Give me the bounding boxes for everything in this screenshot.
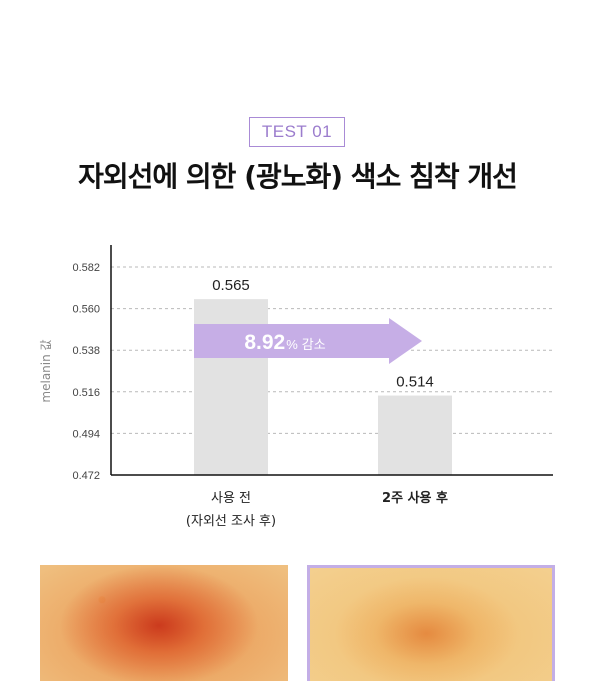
y-tick-label: 0.494: [72, 428, 100, 440]
decrease-text: 감소: [302, 338, 326, 353]
skin-before-photo: [40, 565, 288, 681]
y-tick-label: 0.538: [72, 345, 100, 357]
y-axis-label: melanin 값: [39, 339, 53, 402]
bar-value-label: 0.565: [212, 277, 250, 294]
page-title: 자외선에 의한 (광노화) 색소 침착 개선: [78, 160, 518, 193]
bar-value-label: 0.514: [396, 374, 434, 391]
x-category-label: 사용 전: [211, 491, 251, 506]
decrease-unit: %: [286, 337, 298, 352]
x-category-label: 2주 사용 후: [382, 490, 448, 506]
y-tick-label: 0.560: [72, 304, 100, 316]
x-category-sublabel: (자외선 조사 후): [186, 514, 276, 529]
melanin-bar-chart: 0.582 0.560 0.538 0.516 0.494 0.472 melanin 값 0…: [39, 245, 553, 529]
decrease-value: 8.92: [244, 331, 285, 354]
test-badge: TEST 01: [249, 117, 345, 147]
y-tick-label: 0.582: [72, 262, 100, 274]
skin-after-photo: [307, 565, 555, 681]
decrease-arrow: [194, 318, 422, 364]
y-tick-label: 0.516: [72, 387, 100, 399]
y-tick-label: 0.472: [72, 470, 100, 482]
decrease-annotation: 8.92% 감소: [244, 331, 325, 354]
bar: [378, 395, 452, 475]
